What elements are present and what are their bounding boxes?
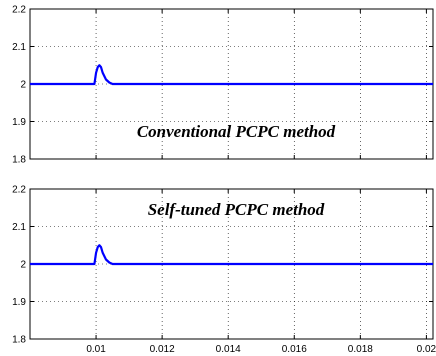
- y-tick-label: 1.8: [12, 335, 26, 346]
- x-tick-label: 0.02: [417, 344, 436, 355]
- y-tick-label: 2.1: [12, 222, 26, 233]
- y-tick-label: 2: [20, 80, 26, 91]
- series-line-1: [30, 64, 433, 86]
- x-tick-label: 0.018: [348, 344, 373, 355]
- y-tick-label: 1.9: [12, 117, 26, 128]
- y-tick-label: 2.1: [12, 42, 26, 53]
- chart-panel-1: 1.8 1.9 2 2.1 2.2 Conventional PCPC method: [12, 5, 434, 166]
- x-tick-label: 0.016: [282, 344, 307, 355]
- series-line-1: [30, 244, 433, 266]
- y-tick-label: 2.2: [12, 185, 26, 196]
- y-tick-label: 1.9: [12, 297, 26, 308]
- x-tick-label: 0.014: [216, 344, 241, 355]
- x-tick-label: 0.012: [150, 344, 175, 355]
- chart-panel-2: 1.8 1.9 2 2.1 2.2 0.01 0.012 0.014 0.016 0.018 0.0…: [12, 185, 436, 356]
- x-tick-label: 0.01: [86, 344, 106, 355]
- chart-annotation: Self-tuned PCPC method: [148, 200, 325, 219]
- y-tick-label: 2.2: [12, 5, 26, 16]
- y-tick-label: 2: [20, 260, 26, 271]
- chart-annotation: Conventional PCPC method: [137, 122, 336, 141]
- y-tick-label: 1.8: [12, 155, 26, 166]
